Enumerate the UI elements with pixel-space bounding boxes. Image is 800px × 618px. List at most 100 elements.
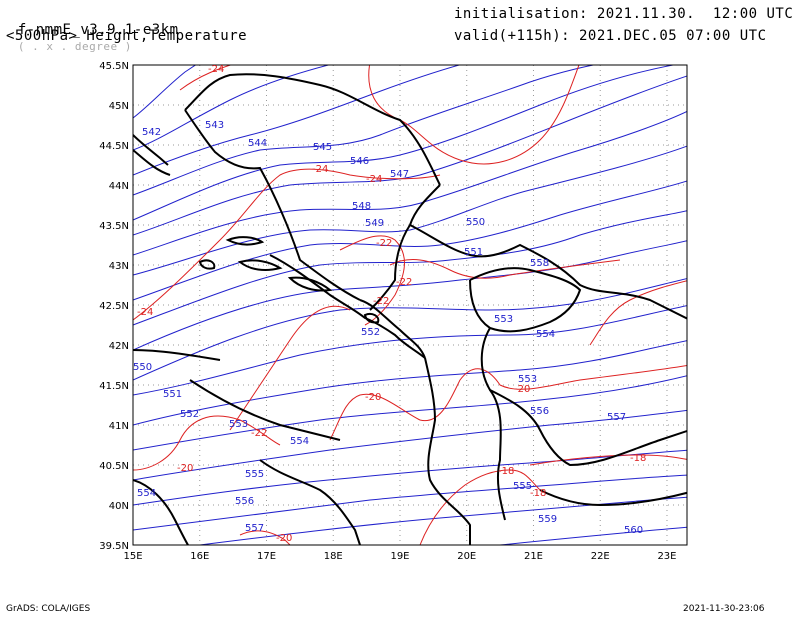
lon-tick-label: 20E <box>457 551 476 562</box>
temperature-label: -22 <box>373 296 389 307</box>
lon-tick-label: 22E <box>591 551 610 562</box>
height-label: 556 <box>235 496 254 507</box>
lon-tick-label: 15E <box>123 551 142 562</box>
island-1 <box>225 236 265 246</box>
island-2 <box>237 259 283 271</box>
temperature-label: -24 <box>208 64 224 75</box>
initialisation-time: initialisation: 2021.11.30. 12:00 UTC <box>454 6 794 22</box>
island-3 <box>287 276 333 292</box>
model-title: f-nmmE_v3.9.1-e3km ( . x . degree ) <box>0 6 179 54</box>
height-contour-556 <box>133 375 687 451</box>
valid-time: valid(+115h): 2021.DEC.05 07:00 UTC <box>454 28 767 44</box>
temperature-contour-b <box>133 168 441 321</box>
border-albania <box>424 357 471 545</box>
border-bosnia-east <box>369 184 441 311</box>
credit: GrADS: COLA/IGES <box>6 604 91 614</box>
temperature-label: -24 <box>312 164 328 175</box>
height-label: 552 <box>361 327 380 338</box>
height-label: 560 <box>624 525 643 536</box>
lon-tick-label: 21E <box>524 551 543 562</box>
height-label: 550 <box>133 362 152 373</box>
lat-tick-label: 44N <box>109 181 129 192</box>
height-labels: 542 543 544 545 546 547 548 549 550 551 … <box>133 120 643 536</box>
border-north <box>184 73 441 186</box>
temperature-contour-j <box>419 469 541 545</box>
lat-tick-label: 40N <box>109 501 129 512</box>
height-label: 555 <box>245 469 264 480</box>
height-contour-544 <box>133 65 461 176</box>
coastline-italy-south <box>133 479 189 545</box>
height-label: 557 <box>607 412 626 423</box>
border-greece <box>489 389 687 521</box>
model-name: f-nmmE_v3.9.1-e3km <box>17 22 179 38</box>
height-label: 551 <box>464 247 483 258</box>
lat-tick-label: 41N <box>109 421 129 432</box>
border-bosnia-west <box>184 109 361 301</box>
height-label: 554 <box>290 436 309 447</box>
lat-tick-label: 41.5N <box>99 381 129 392</box>
height-label: 557 <box>245 523 264 534</box>
temperature-label: -20 <box>514 384 530 395</box>
height-contour-552 <box>133 240 687 351</box>
height-label: 554 <box>137 488 156 499</box>
lat-tick-label: 39.5N <box>99 541 129 552</box>
height-contour-555 <box>133 340 687 426</box>
height-contour-543 <box>133 65 331 151</box>
height-label: 556 <box>530 406 549 417</box>
temperature-contour-a <box>179 65 233 91</box>
height-contour-554 <box>133 305 687 396</box>
height-contour-553 <box>133 278 687 381</box>
temperature-label: -22 <box>376 238 392 249</box>
height-label: 550 <box>466 217 485 228</box>
height-contour-551 <box>133 210 687 326</box>
height-label: 553 <box>494 314 513 325</box>
timestamp: 2021-11-30-23:06 <box>683 604 765 614</box>
projection-note: ( . x . degree ) <box>17 40 132 53</box>
height-label: 551 <box>163 389 182 400</box>
lon-tick-label: 23E <box>657 551 676 562</box>
temperature-contour-i <box>239 530 291 545</box>
lat-tick-label: 45.5N <box>99 61 129 72</box>
temperature-contour-c <box>368 65 580 165</box>
temperature-labels: -24 -24 -24 -22 -22 -22 -24 -20 -20 -22 … <box>137 64 646 544</box>
height-contour-557 <box>133 409 687 481</box>
height-label: 553 <box>229 419 248 430</box>
lon-tick-label: 18E <box>324 551 343 562</box>
border-kosovo <box>469 267 582 333</box>
lat-tick-label: 43.5N <box>99 221 129 232</box>
temperature-label: -22 <box>396 277 412 288</box>
height-label: 558 <box>530 258 549 269</box>
height-contour-542 <box>133 65 197 119</box>
border-serbia <box>409 224 687 320</box>
height-contour-561 <box>499 526 687 545</box>
height-label: 548 <box>352 201 371 212</box>
border-macedonia <box>480 327 687 467</box>
temperature-label: -24 <box>137 307 153 318</box>
axis-ticks: 15E 16E 17E 18E 19E 20E 21E 22E 23E 39.5N 40N 40.5N… <box>99 61 676 562</box>
temperature-contour-l <box>589 280 687 346</box>
height-contour-548 <box>133 110 687 256</box>
temperature-contour-h <box>329 364 687 441</box>
lat-tick-label: 42.5N <box>99 301 129 312</box>
height-label: 553 <box>518 374 537 385</box>
temperature-label: -20 <box>365 392 381 403</box>
temperature-label: -24 <box>366 174 382 185</box>
temperature-contour-e <box>389 259 621 279</box>
coastlines-borders <box>133 73 687 545</box>
coastline-adriatic <box>133 349 361 545</box>
height-label: 543 <box>205 120 224 131</box>
temperature-label: -20 <box>276 533 292 544</box>
height-label: 544 <box>248 138 267 149</box>
lat-tick-label: 43N <box>109 261 129 272</box>
lon-tick-label: 17E <box>257 551 276 562</box>
height-label: 549 <box>365 218 384 229</box>
height-label: 559 <box>538 514 557 525</box>
lat-tick-label: 40.5N <box>99 461 129 472</box>
temperature-contour-k <box>529 454 687 466</box>
island-4 <box>198 259 216 270</box>
temperature-label: -18 <box>498 466 514 477</box>
temperature-label: -18 <box>530 488 546 499</box>
height-label: 542 <box>142 127 161 138</box>
lat-tick-label: 44.5N <box>99 141 129 152</box>
